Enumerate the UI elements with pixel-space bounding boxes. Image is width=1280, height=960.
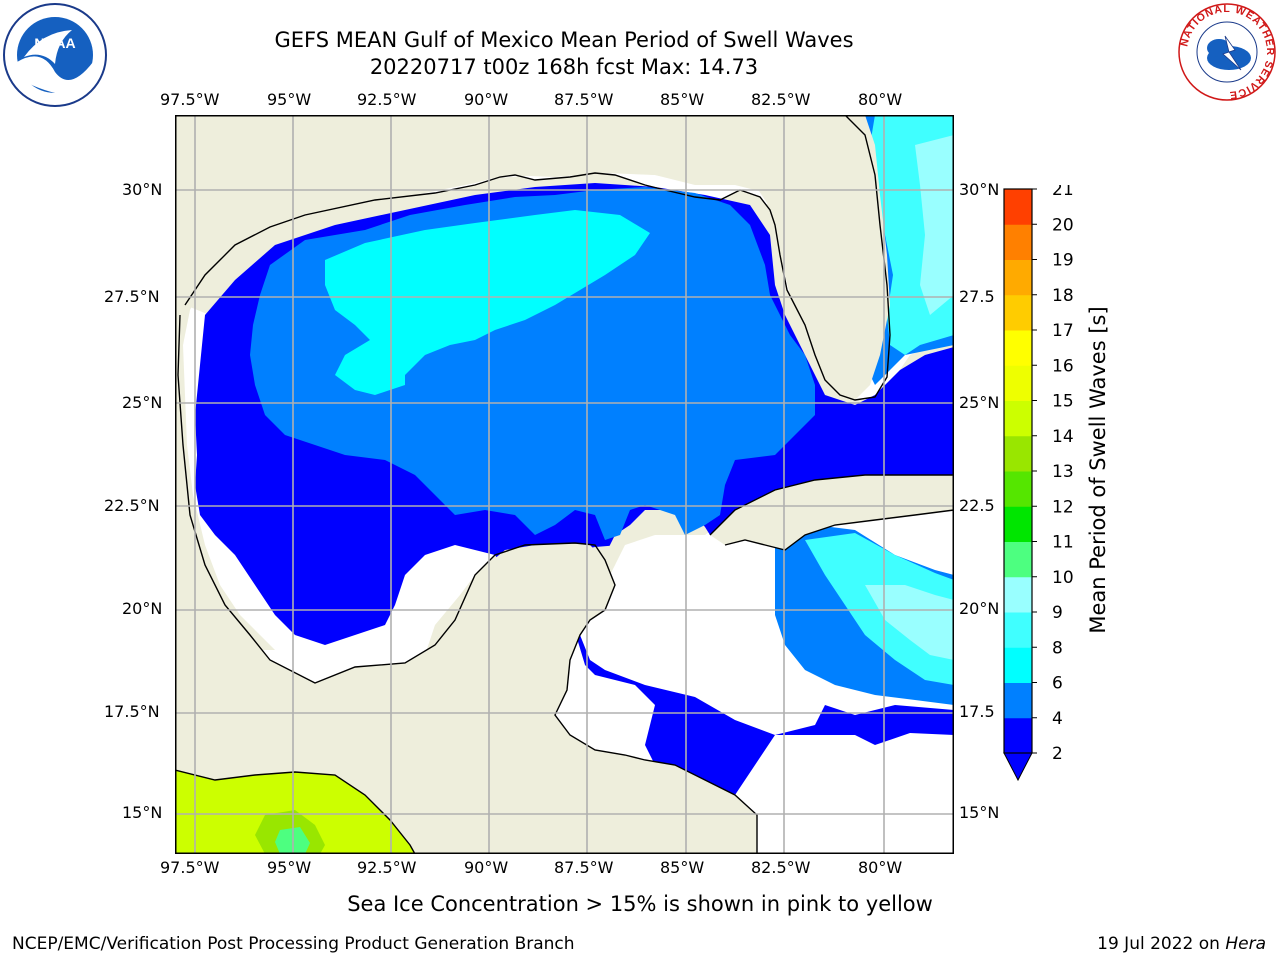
colorbar-swatch <box>1004 189 1032 225</box>
lon-tick-top-82-5w: 82.5°W <box>751 90 811 109</box>
colorbar-tick-label: 21 <box>1052 185 1074 200</box>
lat-tick-right-20n: 20°N <box>959 599 1000 618</box>
colorbar-tick-label: 20 <box>1052 215 1074 235</box>
lon-tick-bottom-92-5w: 92.5°W <box>357 858 417 877</box>
colorbar-swatch <box>1004 576 1032 613</box>
lon-tick-bottom-97-5w: 97.5°W <box>160 858 220 877</box>
colorbar-tick-label: 2 <box>1052 744 1063 764</box>
land-yucatan-peninsula <box>430 543 757 854</box>
lon-tick-bottom-90w: 90°W <box>464 858 509 877</box>
swell-contour-6to8 <box>325 210 650 395</box>
colorbar-tick-label: 10 <box>1052 568 1074 588</box>
lon-tick-top-95w: 95°W <box>267 90 312 109</box>
colorbar-tick-label: 18 <box>1052 286 1074 306</box>
nws-logo: NATIONAL WEATHER SERVICE <box>1178 3 1276 101</box>
colorbar-swatch <box>1004 435 1032 472</box>
colorbar-tick-label: 14 <box>1052 427 1074 447</box>
colorbar-swatch <box>1004 400 1032 437</box>
land-cuba <box>710 475 954 550</box>
lat-tick-left-17-5n: 17.5°N <box>104 702 160 721</box>
colorbar-swatch <box>1004 365 1032 401</box>
lat-tick-right-22-5: 22.5 <box>959 496 995 515</box>
lat-tick-left-30n: 30°N <box>122 180 163 199</box>
lat-tick-left-27-5n: 27.5°N <box>104 287 160 306</box>
lon-tick-bottom-87-5w: 87.5°W <box>554 858 614 877</box>
lon-tick-top-92-5w: 92.5°W <box>357 90 417 109</box>
lat-tick-left-20n: 20°N <box>122 599 163 618</box>
lon-tick-bottom-85w: 85°W <box>660 858 705 877</box>
colorbar-swatch <box>1004 506 1032 542</box>
colorbar-tick-label: 12 <box>1052 497 1074 517</box>
lon-tick-bottom-80w: 80°W <box>858 858 903 877</box>
credit-line: NCEP/EMC/Verification Post Processing Pr… <box>12 934 575 954</box>
colorbar-tick-label: 19 <box>1052 251 1074 271</box>
date-text: 19 Jul 2022 on <box>1097 934 1226 954</box>
lon-tick-top-97-5w: 97.5°W <box>160 90 220 109</box>
lat-tick-right-15n: 15°N <box>959 803 1000 822</box>
noaa-logo-text: NOAA <box>34 35 75 51</box>
colorbar-tick-label: 8 <box>1052 638 1063 658</box>
lat-tick-right-27-5: 27.5 <box>959 287 995 306</box>
chart-subtitle: 20220717 t00z 168h fcst Max: 14.73 <box>369 55 759 79</box>
lat-tick-right-25n: 25°N <box>959 393 1000 412</box>
date-host: Hera <box>1225 934 1266 954</box>
colorbar-swatch <box>1004 541 1032 578</box>
land-mexico-west <box>175 345 275 650</box>
colorbar-swatch <box>1004 612 1032 648</box>
colorbar-tick-label: 9 <box>1052 603 1063 623</box>
colorbar-swatch <box>1004 224 1032 260</box>
swell-contour-caribbean-lightest <box>865 585 954 660</box>
map-panel <box>175 115 954 854</box>
colorbar-tick-label: 6 <box>1052 674 1063 694</box>
land-florida <box>765 115 890 400</box>
colorbar-tick-label: 11 <box>1052 533 1074 553</box>
noaa-logo: NOAA <box>3 3 107 107</box>
colorbar-swatch <box>1004 682 1032 719</box>
colorbar-label: Mean Period of Swell Waves [s] <box>1086 306 1110 634</box>
map-frame <box>175 115 954 854</box>
colorbar-tick-label: 16 <box>1052 356 1074 376</box>
colorbar-tick-label: 17 <box>1052 321 1074 341</box>
lon-tick-top-87-5w: 87.5°W <box>554 90 614 109</box>
colorbar-tick-label: 4 <box>1052 709 1063 729</box>
colorbar-swatch <box>1004 259 1032 296</box>
date-line: 19 Jul 2022 on Hera <box>1097 934 1266 954</box>
lon-tick-top-90w: 90°W <box>464 90 509 109</box>
colorbar: 2 4 6 8 9 10 11 12 13 14 15 16 17 18 19 20 21 <box>1003 185 1074 782</box>
lon-tick-bottom-95w: 95°W <box>267 858 312 877</box>
colorbar-swatch <box>1004 330 1032 366</box>
lon-tick-top-80w: 80°W <box>858 90 903 109</box>
colorbar-tick-label: 13 <box>1052 462 1074 482</box>
lat-tick-left-15n: 15°N <box>122 803 163 822</box>
lat-tick-right-30n: 30°N <box>959 180 1000 199</box>
lon-tick-top-85w: 85°W <box>660 90 705 109</box>
chart-title: GEFS MEAN Gulf of Mexico Mean Period of … <box>274 28 854 52</box>
colorbar-swatch <box>1004 647 1032 683</box>
colorbar-tick-label: 15 <box>1052 392 1074 412</box>
swell-contour-9-east <box>915 135 954 315</box>
land-us-gulf-coast <box>175 115 840 345</box>
colorbar-swatch <box>1004 717 1032 754</box>
lat-tick-right-17-5: 17.5 <box>959 702 995 721</box>
colorbar-swatch <box>1004 471 1032 507</box>
lon-tick-bottom-82-5w: 82.5°W <box>751 858 811 877</box>
lat-tick-left-25n: 25°N <box>122 393 163 412</box>
lat-tick-left-22-5n: 22.5°N <box>104 496 160 515</box>
gridlines <box>175 115 954 854</box>
sea-ice-note: Sea Ice Concentration > 15% is shown in … <box>347 892 933 916</box>
colorbar-extend-min <box>1003 752 1033 782</box>
colorbar-swatch <box>1004 294 1032 331</box>
